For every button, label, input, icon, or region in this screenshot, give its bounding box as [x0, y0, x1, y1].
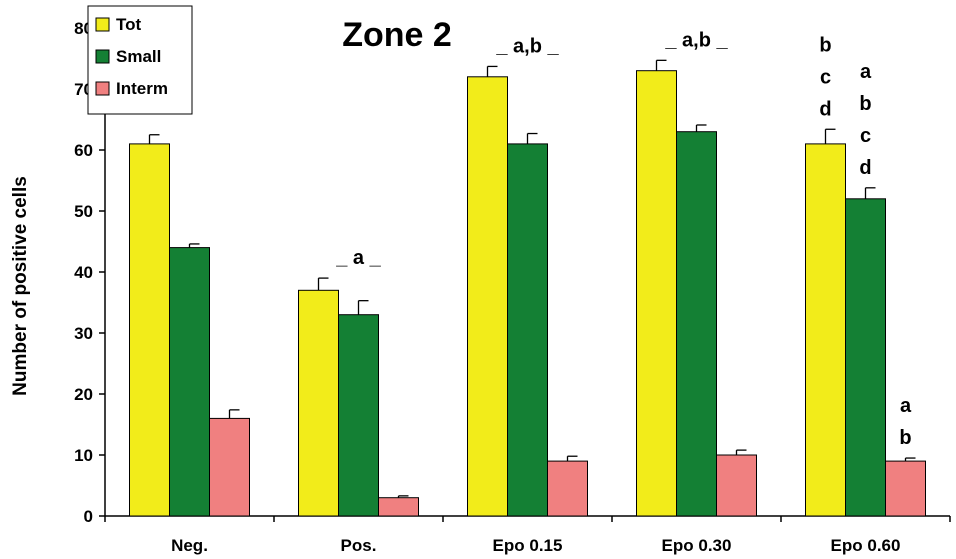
significance-annotation: c	[860, 125, 871, 147]
y-tick-label: 10	[74, 446, 93, 465]
legend-label-small: Small	[116, 47, 161, 66]
y-tick-label: 60	[74, 141, 93, 160]
chart-legend: Tot Small Interm	[87, 5, 193, 115]
bar-small	[507, 143, 548, 517]
bar-tot	[467, 76, 508, 517]
chart-bars	[129, 59, 926, 517]
y-tick-label: 30	[74, 324, 93, 343]
x-tick-label: Neg.	[171, 536, 208, 555]
significance-annotation: _ a,b _	[495, 35, 559, 57]
significance-annotation: a	[860, 61, 872, 83]
bar-interm	[209, 417, 250, 517]
significance-annotation: b	[899, 427, 911, 449]
bar-small	[676, 131, 717, 517]
x-tick-label: Epo 0.30	[662, 536, 732, 555]
legend-swatch-interm	[95, 81, 110, 96]
bar-interm	[378, 497, 419, 517]
bar-interm	[716, 454, 757, 517]
y-tick-label: 50	[74, 202, 93, 221]
bar-tot	[805, 143, 846, 517]
bar-interm	[547, 460, 588, 517]
legend-swatch-tot	[95, 17, 110, 32]
bar-tot	[129, 143, 170, 517]
significance-annotation: d	[859, 157, 871, 179]
legend-label-tot: Tot	[116, 15, 142, 34]
chart-title: Zone 2	[342, 16, 452, 54]
significance-annotation: b	[819, 34, 831, 56]
y-tick-label: 40	[74, 263, 93, 282]
significance-annotation: b	[859, 93, 871, 115]
bar-tot	[298, 289, 339, 517]
legend-label-interm: Interm	[116, 79, 168, 98]
x-tick-label: Epo 0.60	[831, 536, 901, 555]
bar-small	[845, 198, 886, 517]
bar-small	[169, 247, 210, 517]
y-tick-label: 0	[84, 507, 93, 526]
significance-annotation: _ a _	[335, 247, 381, 269]
significance-annotation: a	[900, 395, 912, 417]
significance-annotation: c	[820, 66, 831, 88]
significance-annotation: d	[819, 98, 831, 120]
x-tick-label: Epo 0.15	[493, 536, 563, 555]
significance-annotation: _ a,b _	[664, 29, 728, 51]
y-tick-label: 20	[74, 385, 93, 404]
y-axis-title: Number of positive cells	[10, 176, 31, 396]
bar-small	[338, 314, 379, 517]
x-tick-label: Pos.	[341, 536, 377, 555]
legend-swatch-small	[95, 49, 110, 64]
bar-tot	[636, 70, 677, 517]
bar-interm	[885, 460, 926, 517]
